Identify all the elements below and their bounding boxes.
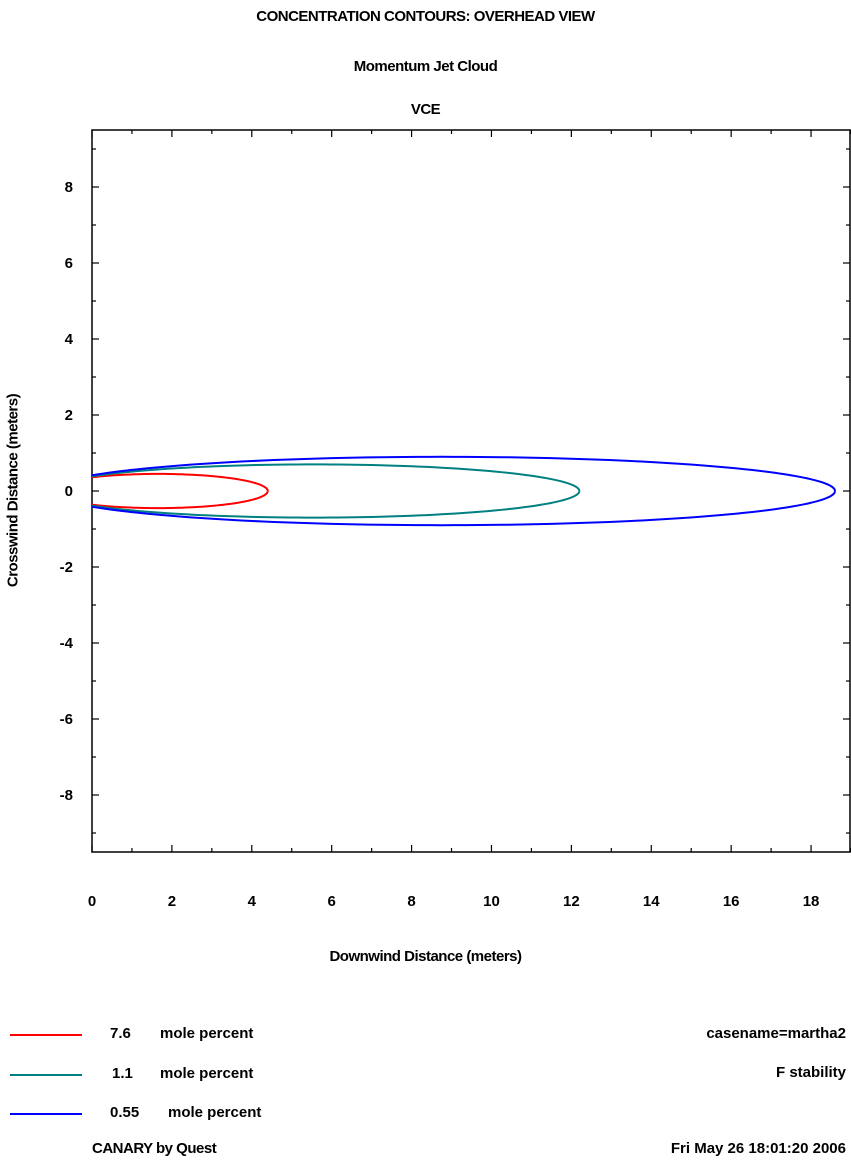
chart-subtitle-2: VCE xyxy=(410,101,441,118)
x-tick-label: 0 xyxy=(88,893,96,910)
x-tick-label: 2 xyxy=(168,893,176,910)
x-tick-label: 4 xyxy=(248,893,257,910)
x-tick-label: 8 xyxy=(407,893,415,910)
y-tick-label: -2 xyxy=(60,559,73,576)
y-tick-label: 6 xyxy=(65,255,73,272)
x-axis-label: Downwind Distance (meters) xyxy=(329,948,522,965)
legend-line xyxy=(10,1034,82,1036)
legend-value: 1.1 xyxy=(112,1065,133,1082)
legend-unit: mole percent xyxy=(160,1025,254,1042)
x-tick-label: 18 xyxy=(803,893,820,910)
casename-label: casename=martha2 xyxy=(706,1025,846,1042)
contour-line xyxy=(92,463,581,519)
y-tick-label: -6 xyxy=(60,711,73,728)
software-credit: CANARY by Quest xyxy=(92,1140,217,1157)
contour-line xyxy=(92,455,837,527)
legend-line xyxy=(10,1113,82,1115)
legend-line xyxy=(10,1074,82,1076)
legend-item: 1.1 mole percent xyxy=(10,1065,330,1085)
x-tick-label: 16 xyxy=(723,893,740,910)
chart-subtitle: Momentum Jet Cloud xyxy=(353,58,498,75)
axes xyxy=(91,129,851,853)
ticks: 0 2 4 6 8 10 12 14 16 18 8 6 4 2 0 -2 -4 -6 -8 xyxy=(60,130,851,910)
legend-item: 7.6 mole percent xyxy=(10,1025,330,1045)
y-tick-label: -8 xyxy=(60,787,73,804)
y-tick-label: 0 xyxy=(65,483,73,500)
legend-value: 0.55 xyxy=(110,1104,140,1121)
plot-frame xyxy=(91,129,851,853)
y-tick-label: 4 xyxy=(65,331,74,348)
x-tick-label: 6 xyxy=(328,893,336,910)
legend-value: 7.6 xyxy=(110,1025,131,1042)
y-tick-label: -4 xyxy=(60,635,74,652)
contour-line xyxy=(92,472,269,510)
x-tick-label: 10 xyxy=(483,893,500,910)
timestamp: Fri May 26 18:01:20 2006 xyxy=(670,1140,846,1157)
y-tick-label: 2 xyxy=(65,407,73,424)
legend-unit: mole percent xyxy=(168,1104,262,1121)
stability-label: F stability xyxy=(775,1064,846,1081)
chart-title: CONCENTRATION CONTOURS: OVERHEAD VIEW xyxy=(256,8,595,25)
legend-unit: mole percent xyxy=(160,1065,254,1082)
legend-item: 0.55 mole percent xyxy=(10,1104,330,1124)
series-group xyxy=(92,455,837,527)
y-tick-label: 8 xyxy=(65,179,73,196)
x-tick-label: 14 xyxy=(643,893,660,910)
y-axis-label: Crosswind Distance (meters) xyxy=(4,393,22,588)
x-tick-label: 12 xyxy=(563,893,580,910)
